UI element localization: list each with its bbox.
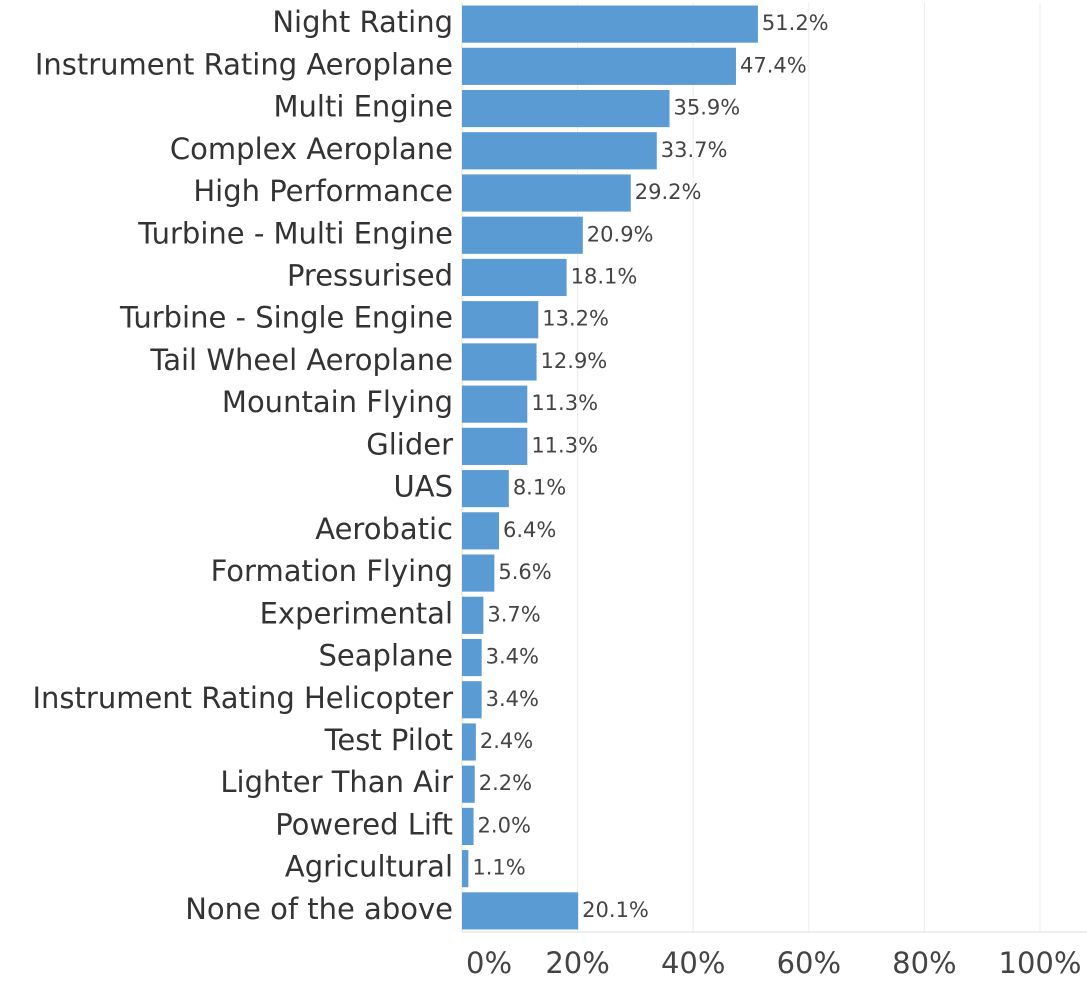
bar: [462, 343, 537, 381]
category-label: Turbine - Single Engine: [119, 301, 453, 335]
value-label: 2.0%: [478, 813, 531, 837]
category-label: Lighter Than Air: [220, 765, 453, 799]
value-label: 1.1%: [472, 856, 525, 880]
category-label: Seaplane: [319, 639, 453, 673]
x-tick-label: 80%: [892, 946, 956, 980]
category-label: Night Rating: [272, 5, 453, 39]
bar: [462, 596, 484, 634]
bar: [462, 807, 474, 846]
category-label: Instrument Rating Helicopter: [33, 681, 454, 715]
value-label: 51.2%: [762, 11, 829, 35]
bar: [462, 132, 657, 170]
value-label: 3.4%: [486, 687, 539, 711]
value-label: 20.9%: [587, 222, 654, 246]
value-label: 12.9%: [541, 349, 608, 373]
x-tick-label: 40%: [661, 946, 725, 980]
bar: [462, 850, 469, 888]
category-label: Pressurised: [287, 258, 453, 292]
value-label: 11.3%: [531, 391, 598, 415]
category-label: Formation Flying: [211, 554, 453, 588]
bar: [462, 258, 567, 297]
bar: [462, 427, 528, 465]
category-label: Aerobatic: [315, 512, 453, 546]
bar: [462, 89, 670, 128]
value-label: 47.4%: [740, 53, 807, 77]
value-label: 20.1%: [582, 898, 649, 922]
bar: [462, 385, 528, 423]
x-tick-label: 0%: [466, 946, 512, 980]
value-label: 2.4%: [480, 729, 533, 753]
bar: [462, 174, 631, 212]
category-label: Tail Wheel Aeroplane: [149, 343, 453, 377]
value-label: 35.9%: [674, 96, 741, 120]
x-tick-label: 20%: [545, 946, 609, 980]
bar: [462, 216, 583, 254]
bar: [462, 892, 579, 930]
category-label: Test Pilot: [324, 723, 453, 757]
category-label: Mountain Flying: [222, 385, 453, 419]
bar: [462, 301, 539, 339]
value-label: 5.6%: [498, 560, 551, 584]
bar: [462, 5, 758, 43]
category-label: Instrument Rating Aeroplane: [35, 47, 453, 81]
bar: [462, 723, 476, 761]
value-label: 3.7%: [487, 602, 540, 626]
category-label: UAS: [394, 470, 453, 504]
bar: [462, 47, 736, 85]
bar: [462, 470, 509, 508]
bar: [462, 765, 475, 803]
category-label: Glider: [366, 427, 453, 461]
value-label: 11.3%: [531, 433, 598, 457]
x-tick-label: 60%: [777, 946, 841, 980]
bar: [462, 512, 499, 550]
bar: [462, 681, 482, 719]
category-label: Multi Engine: [274, 90, 454, 124]
value-label: 33.7%: [661, 138, 728, 162]
category-label: Complex Aeroplane: [170, 132, 453, 166]
x-tick-label: 100%: [999, 946, 1082, 980]
value-label: 8.1%: [513, 476, 566, 500]
bar: [462, 554, 495, 592]
bar: [462, 638, 482, 677]
category-label: Agricultural: [285, 850, 453, 884]
category-label: None of the above: [185, 892, 453, 926]
value-label: 29.2%: [635, 180, 702, 204]
category-label: Powered Lift: [275, 807, 453, 841]
category-label: Experimental: [260, 596, 453, 630]
value-label: 13.2%: [542, 307, 609, 331]
value-label: 2.2%: [479, 771, 532, 795]
value-label: 3.4%: [486, 645, 539, 669]
category-label: High Performance: [193, 174, 453, 208]
value-label: 6.4%: [503, 518, 556, 542]
category-label: Turbine - Multi Engine: [137, 216, 453, 250]
value-label: 18.1%: [571, 264, 638, 288]
